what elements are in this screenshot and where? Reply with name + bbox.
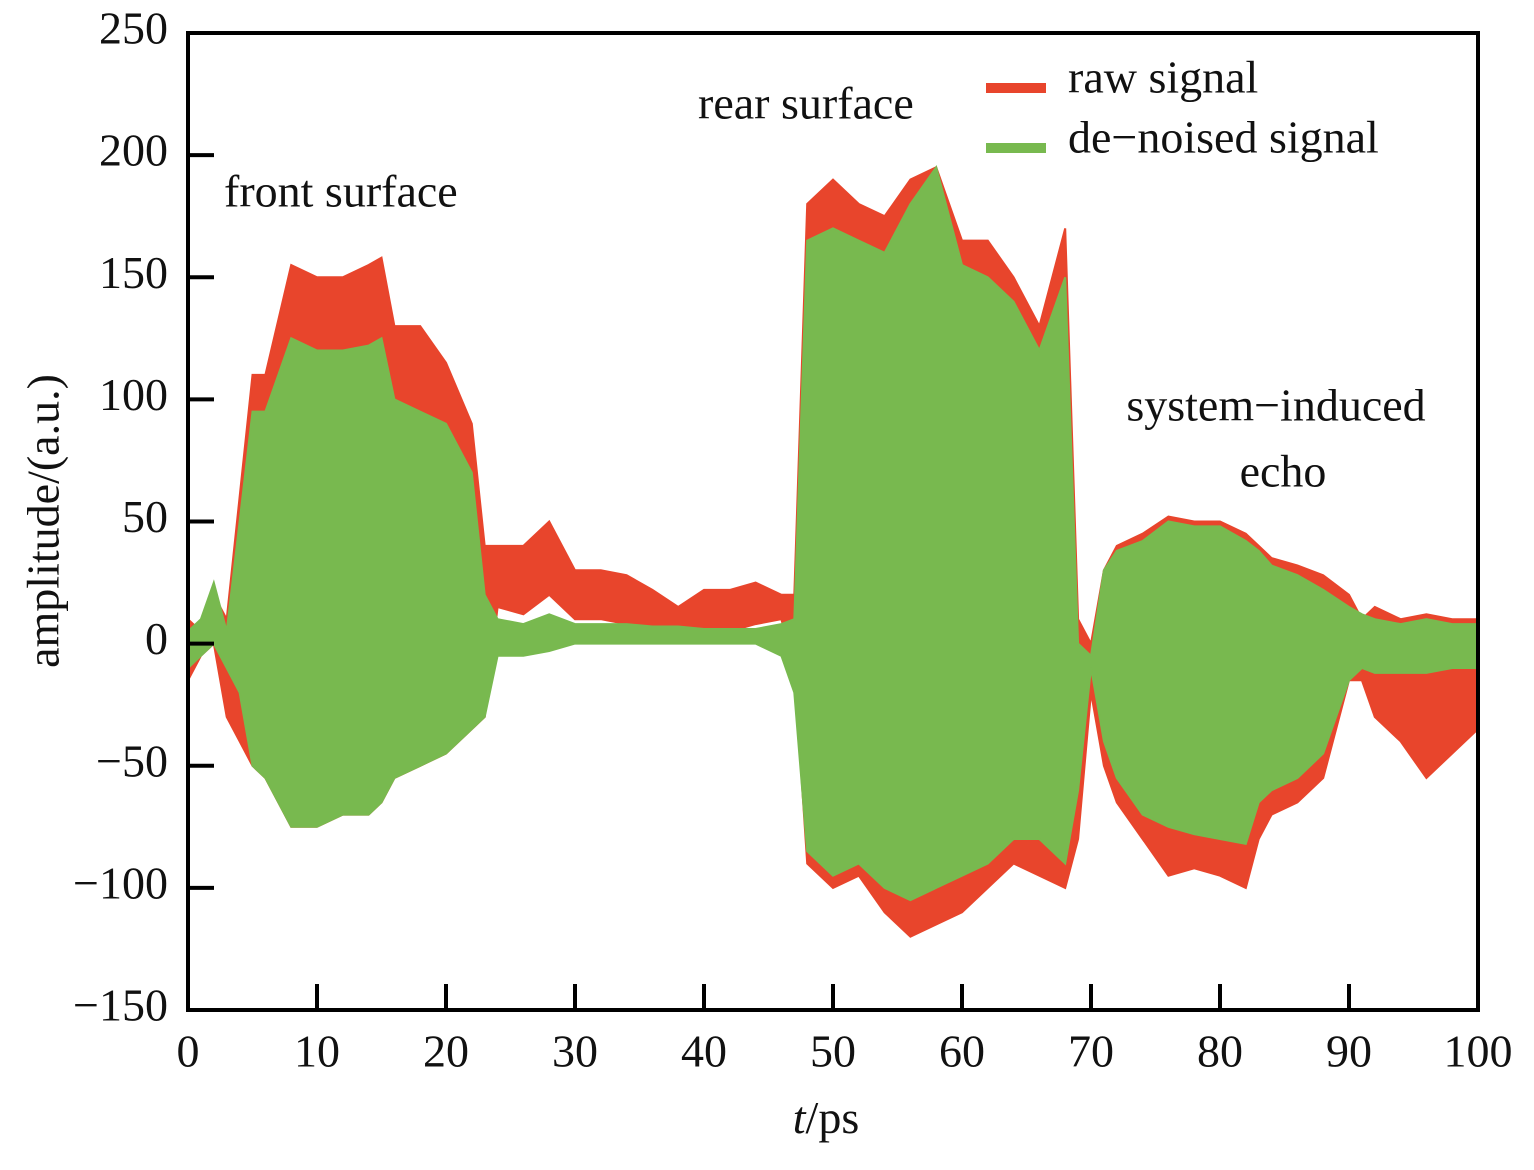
y-axis-label: amplitude/(a.u.) <box>18 374 69 668</box>
x-tick-label: 80 <box>1197 1026 1243 1077</box>
annotation: system−induced <box>1126 380 1425 431</box>
x-tick-label: 30 <box>552 1026 598 1077</box>
x-tick-label: 0 <box>177 1026 200 1077</box>
x-axis-label-italic: t <box>793 1092 807 1143</box>
x-axis-label: t/ps <box>793 1092 859 1143</box>
legend-label: raw signal <box>1068 52 1258 103</box>
y-tick-label: −150 <box>73 980 168 1031</box>
x-tick-label: 70 <box>1068 1026 1114 1077</box>
y-tick-label: 200 <box>99 125 168 176</box>
x-axis-label-unit: /ps <box>806 1092 860 1143</box>
x-tick-label: 20 <box>423 1026 469 1077</box>
y-tick-label: 0 <box>145 613 168 664</box>
x-tick-label: 100 <box>1444 1026 1513 1077</box>
x-tick-label: 40 <box>681 1026 727 1077</box>
annotation: echo <box>1240 446 1327 497</box>
y-tick-label: 150 <box>99 247 168 298</box>
x-tick-label: 50 <box>810 1026 856 1077</box>
plot-area <box>187 164 1479 938</box>
legend-label: de−noised signal <box>1068 112 1379 163</box>
x-tick-label: 60 <box>939 1026 985 1077</box>
x-tick-label: 10 <box>294 1026 340 1077</box>
y-tick-label: −100 <box>73 857 168 908</box>
y-tick-label: −50 <box>96 735 168 786</box>
annotation: front surface <box>224 166 458 217</box>
y-tick-label: 100 <box>99 369 168 420</box>
annotation: rear surface <box>698 78 914 129</box>
x-tick-label: 90 <box>1326 1026 1372 1077</box>
y-tick-label: 50 <box>122 491 168 542</box>
y-tick-label: 250 <box>99 3 168 54</box>
